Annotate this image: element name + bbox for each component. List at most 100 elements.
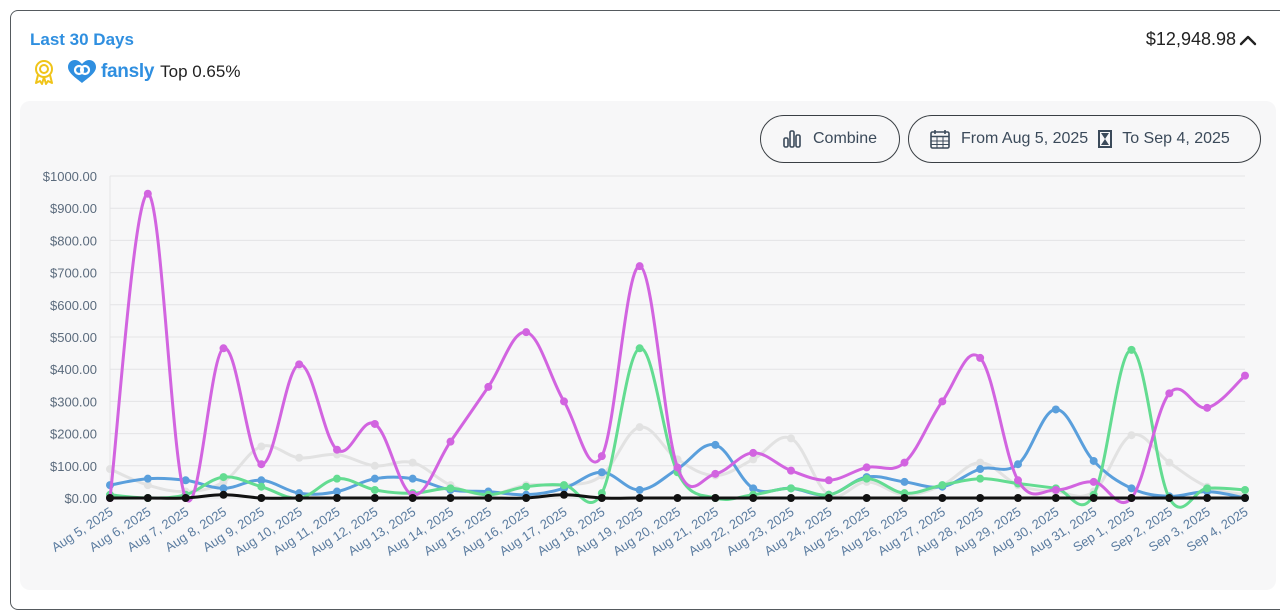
chart-panel bbox=[20, 101, 1276, 590]
data-point-magenta bbox=[560, 397, 568, 406]
data-point-magenta bbox=[749, 448, 758, 457]
total-earnings: $12,948.98 bbox=[1145, 29, 1236, 49]
data-point-magenta bbox=[446, 437, 455, 446]
data-point-black bbox=[1165, 494, 1174, 502]
data-point-green bbox=[257, 482, 266, 491]
chevron-up-icon[interactable] bbox=[1236, 28, 1260, 52]
data-point-green bbox=[1127, 345, 1136, 354]
data-point-blue bbox=[181, 476, 190, 485]
data-point-magenta bbox=[143, 189, 152, 198]
data-point-green bbox=[976, 474, 985, 483]
data-point-magenta bbox=[597, 452, 606, 461]
data-point-green bbox=[522, 482, 531, 491]
hourglass-separator-icon bbox=[1098, 130, 1113, 148]
fansly-logo-icon bbox=[68, 60, 96, 83]
data-point-black bbox=[1241, 494, 1249, 502]
data-point-black bbox=[1051, 494, 1060, 502]
data-point-blue bbox=[635, 485, 644, 494]
data-point-magenta bbox=[711, 469, 720, 478]
data-point-magenta bbox=[824, 476, 833, 485]
data-point-green bbox=[370, 485, 379, 494]
series-line-magenta bbox=[108, 192, 1247, 505]
data-point-black bbox=[1014, 494, 1022, 502]
y-tick-label: $200.00 bbox=[50, 427, 97, 442]
data-point-blue bbox=[370, 474, 379, 483]
combine-button[interactable]: Combine bbox=[760, 115, 900, 163]
data-point-magenta bbox=[1165, 389, 1174, 398]
data-point-magenta bbox=[673, 463, 682, 472]
award-medal-icon bbox=[35, 60, 53, 85]
data-point-blue bbox=[976, 465, 985, 474]
data-point-magenta bbox=[976, 353, 985, 362]
data-point-magenta bbox=[635, 262, 644, 271]
data-point-black bbox=[219, 490, 228, 499]
from-date[interactable]: From Aug 5, 2025 bbox=[961, 130, 1089, 147]
data-point-magenta bbox=[522, 328, 531, 337]
data-point-black bbox=[787, 494, 795, 502]
data-point-blue bbox=[1051, 405, 1060, 414]
data-point-green bbox=[219, 473, 228, 482]
data-point-light-gray bbox=[143, 481, 152, 490]
y-tick-label: $800.00 bbox=[50, 233, 97, 248]
data-point-magenta bbox=[219, 344, 228, 353]
data-point-green bbox=[560, 481, 568, 490]
data-point-light-gray bbox=[408, 458, 417, 467]
data-point-magenta bbox=[1089, 477, 1098, 486]
data-point-light-gray bbox=[295, 453, 304, 462]
data-point-light-gray bbox=[370, 461, 379, 470]
combine-label: Combine bbox=[813, 130, 878, 147]
bar-chart-icon bbox=[783, 130, 801, 148]
data-point-black bbox=[143, 494, 152, 502]
data-point-black bbox=[749, 494, 758, 502]
data-point-blue bbox=[257, 476, 266, 485]
data-point-black bbox=[333, 494, 341, 502]
data-point-magenta bbox=[370, 419, 379, 428]
y-tick-label: $600.00 bbox=[50, 298, 97, 313]
data-point-magenta bbox=[1014, 476, 1022, 485]
y-tick-label: $900.00 bbox=[50, 201, 97, 216]
data-point-blue bbox=[711, 440, 720, 449]
data-point-black bbox=[257, 494, 266, 502]
y-tick-label: $0.00 bbox=[64, 491, 97, 506]
rank-badge: Top 0.65% bbox=[160, 62, 241, 81]
platform-rank-row: fansly Top 0.65% bbox=[32, 58, 240, 86]
period-title: Last 30 Days bbox=[30, 30, 134, 49]
data-point-green bbox=[635, 344, 644, 353]
data-point-black bbox=[824, 494, 833, 502]
data-point-light-gray bbox=[635, 423, 644, 432]
data-point-blue bbox=[900, 477, 909, 486]
data-point-blue bbox=[1089, 456, 1098, 465]
data-point-magenta bbox=[787, 466, 795, 475]
data-point-black bbox=[484, 494, 493, 502]
data-point-black bbox=[1089, 494, 1098, 502]
y-tick-label: $100.00 bbox=[50, 459, 97, 474]
data-point-black bbox=[408, 494, 417, 502]
data-point-magenta bbox=[484, 382, 493, 391]
data-point-black bbox=[635, 494, 644, 502]
data-point-blue bbox=[408, 474, 417, 483]
data-point-black bbox=[522, 494, 531, 502]
data-point-magenta bbox=[862, 463, 871, 472]
data-point-black bbox=[1127, 494, 1136, 502]
data-point-light-gray bbox=[1127, 431, 1136, 440]
data-point-green bbox=[333, 474, 341, 483]
data-point-black bbox=[370, 494, 379, 502]
data-point-green bbox=[1241, 485, 1249, 494]
data-point-light-gray bbox=[749, 455, 758, 464]
data-point-blue bbox=[597, 468, 606, 477]
data-point-black bbox=[1203, 494, 1212, 502]
y-tick-label: $300.00 bbox=[50, 394, 97, 409]
y-tick-label: $1000.00 bbox=[43, 169, 97, 184]
data-point-black bbox=[976, 494, 985, 502]
data-point-green bbox=[446, 484, 455, 493]
data-point-green bbox=[862, 474, 871, 483]
data-point-black bbox=[862, 494, 871, 502]
data-point-magenta bbox=[1051, 485, 1060, 494]
data-point-blue bbox=[143, 474, 152, 483]
date-range-picker[interactable]: From Aug 5, 2025 To Sep 4, 2025 bbox=[908, 115, 1261, 163]
data-point-blue bbox=[333, 487, 341, 496]
platform-name: fansly bbox=[101, 61, 155, 82]
data-point-light-gray bbox=[787, 434, 795, 443]
to-date[interactable]: To Sep 4, 2025 bbox=[1122, 130, 1230, 147]
data-point-blue bbox=[1127, 484, 1136, 493]
